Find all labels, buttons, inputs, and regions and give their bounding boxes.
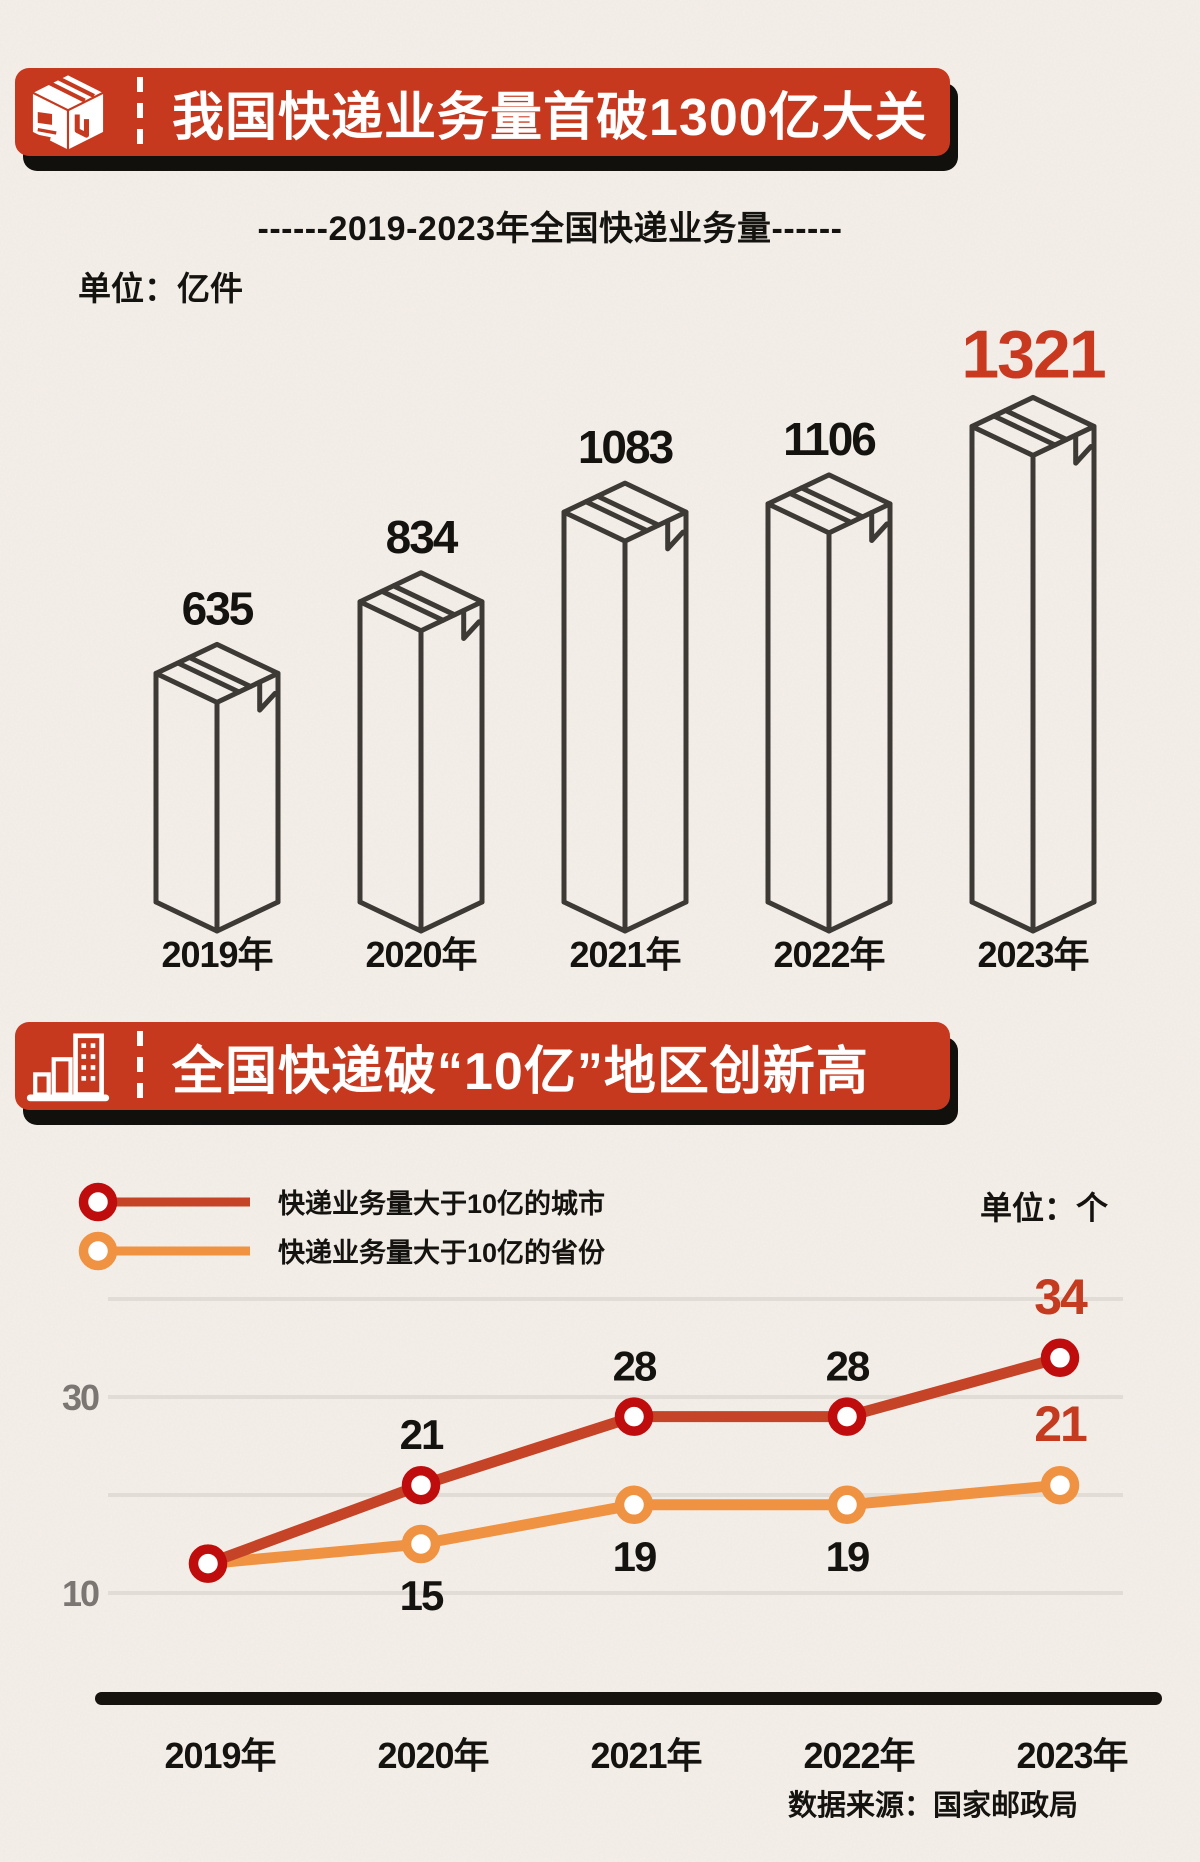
svg-text:2022年: 2022年 (773, 934, 884, 975)
svg-text:34: 34 (1034, 1269, 1088, 1325)
svg-text:2023年: 2023年 (1016, 1735, 1127, 1776)
svg-text:2022年: 2022年 (803, 1735, 914, 1776)
legend-item-provinces: 快递业务量大于10亿的省份 (60, 1226, 605, 1275)
svg-text:28: 28 (613, 1343, 657, 1390)
svg-text:2020年: 2020年 (365, 934, 476, 975)
svg-text:2019年: 2019年 (164, 1735, 275, 1776)
svg-text:21: 21 (400, 1411, 444, 1458)
svg-text:10: 10 (62, 1573, 99, 1614)
section2-banner: 全国快递破“10亿”地区创新高 (15, 1022, 950, 1110)
line-chart-legend: 快递业务量大于10亿的城市 快递业务量大于10亿的省份 (60, 1177, 605, 1275)
section1-banner: 我国快递业务量首破1300亿大关 (15, 68, 950, 156)
svg-text:2021年: 2021年 (590, 1735, 701, 1776)
svg-text:2023年: 2023年 (977, 934, 1088, 975)
chart1-subtitle: ------2019-2023年全国快递业务量------ (257, 210, 843, 248)
chart2-unit-label: 单位：个 (979, 1190, 1108, 1226)
legend-item-cities: 快递业务量大于10亿的城市 (60, 1177, 605, 1226)
svg-text:15: 15 (400, 1572, 444, 1619)
legend-marker-provinces (78, 1231, 250, 1271)
legend-label-provinces: 快递业务量大于10亿的省份 (278, 1238, 606, 1268)
svg-text:19: 19 (613, 1533, 656, 1580)
bar-chart-boxes: 635 2019年 834 2020年 1083 2021年 1106 2022年 1321 20… (153, 316, 1107, 975)
svg-text:30: 30 (62, 1377, 99, 1418)
svg-text:2019年: 2019年 (161, 934, 272, 975)
legend-label-cities: 快递业务量大于10亿的城市 (278, 1189, 606, 1219)
banner-dashed-divider (137, 1031, 143, 1101)
svg-text:635: 635 (182, 582, 254, 634)
line-chart: 30 10 21 28 28 34 15 19 19 21 2019年 2020年 2021年 2022年… (62, 1269, 1162, 1776)
svg-text:1321: 1321 (961, 316, 1104, 392)
data-source-label: 数据来源：国家邮政局 (787, 1790, 1078, 1822)
section2-banner-title: 全国快递破“10亿”地区创新高 (172, 1042, 869, 1101)
svg-text:1083: 1083 (578, 421, 673, 473)
banner-dashed-divider (137, 77, 143, 147)
svg-text:1106: 1106 (783, 413, 875, 465)
svg-text:28: 28 (826, 1343, 870, 1390)
legend-marker-cities (78, 1182, 250, 1222)
package-box-icon (30, 73, 106, 152)
section1-banner-title: 我国快递业务量首破1300亿大关 (172, 88, 928, 147)
svg-text:2020年: 2020年 (377, 1735, 488, 1776)
svg-text:2021年: 2021年 (569, 934, 680, 975)
chart1-unit-label: 单位：亿件 (78, 270, 243, 307)
buildings-bar-chart-icon (26, 1033, 110, 1102)
svg-text:834: 834 (386, 511, 459, 563)
svg-text:21: 21 (1034, 1396, 1087, 1452)
svg-text:19: 19 (826, 1533, 869, 1580)
